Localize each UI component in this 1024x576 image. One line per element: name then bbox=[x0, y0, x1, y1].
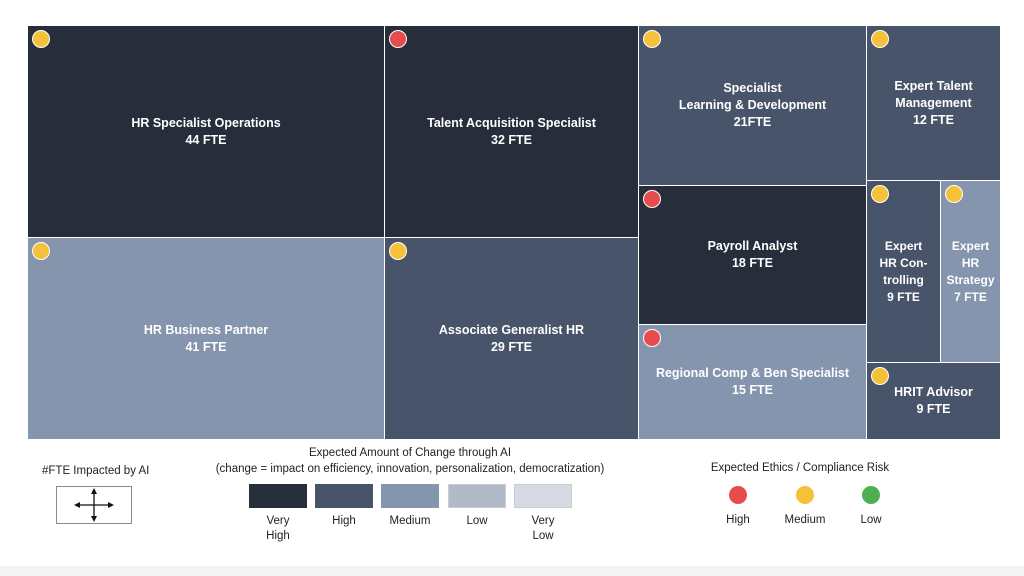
risk-indicator-dot bbox=[643, 190, 661, 208]
move-arrows-icon bbox=[74, 488, 114, 522]
tile-label: Talent Acquisition Specialist 32 FTE bbox=[427, 115, 596, 147]
risk-legend-label: Low bbox=[860, 514, 882, 526]
fte-legend: #FTE Impacted by AI bbox=[42, 465, 152, 524]
tile-label: Regional Comp & Ben Specialist 15 FTE bbox=[655, 366, 850, 397]
risk-indicator-dot bbox=[871, 185, 889, 203]
change-swatch-label: High bbox=[332, 515, 356, 527]
treemap-tile: Regional Comp & Ben Specialist 15 FTE bbox=[639, 325, 867, 440]
treemap-tile: Expert Talent Management 12 FTE bbox=[867, 26, 1001, 181]
risk-legend-dot bbox=[729, 486, 747, 504]
risk-legend-label: Medium bbox=[784, 514, 826, 526]
risk-legend-dot bbox=[862, 486, 880, 504]
risk-indicator-dot bbox=[32, 30, 50, 48]
tile-label: Associate Generalist HR 29 FTE bbox=[438, 322, 585, 354]
tile-label: Expert HR Con- trolling 9 FTE bbox=[879, 238, 928, 304]
tile-label: Specialist Learning & Development 21FTE bbox=[678, 81, 827, 129]
risk-indicator-dot bbox=[871, 30, 889, 48]
treemap-tile: Expert HR Con- trolling 9 FTE bbox=[867, 181, 941, 363]
change-swatch bbox=[448, 484, 506, 508]
treemap-chart: HR Specialist Operations 44 FTE Talent Ac… bbox=[28, 26, 1001, 440]
change-swatch-label: Very High bbox=[266, 515, 290, 542]
risk-legend-label: High bbox=[726, 514, 750, 526]
change-swatch-label: Very Low bbox=[531, 515, 555, 542]
treemap-tile: Payroll Analyst 18 FTE bbox=[639, 186, 867, 325]
change-legend-subtitle: (change = impact on efficiency, innovati… bbox=[215, 463, 605, 475]
treemap-tile: HR Specialist Operations 44 FTE bbox=[28, 26, 385, 238]
treemap-tile: HRIT Advisor 9 FTE bbox=[867, 363, 1001, 440]
risk-indicator-dot bbox=[871, 367, 889, 385]
change-swatch bbox=[514, 484, 572, 508]
treemap-tile: Expert HR Strategy 7 FTE bbox=[941, 181, 1001, 363]
risk-indicator-dot bbox=[389, 242, 407, 260]
risk-legend-dot bbox=[796, 486, 814, 504]
fte-legend-title: #FTE Impacted by AI bbox=[42, 465, 150, 477]
tile-label: HR Business Partner 41 FTE bbox=[143, 322, 269, 354]
treemap-tile: Talent Acquisition Specialist 32 FTE bbox=[385, 26, 639, 238]
tile-label: Payroll Analyst 18 FTE bbox=[707, 239, 798, 270]
treemap-tile: Specialist Learning & Development 21FTE bbox=[639, 26, 867, 186]
treemap-tile: HR Business Partner 41 FTE bbox=[28, 238, 385, 440]
risk-indicator-dot bbox=[32, 242, 50, 260]
change-swatch-label: Low bbox=[466, 515, 488, 527]
change-swatch bbox=[381, 484, 439, 508]
bottom-strip bbox=[0, 566, 1024, 576]
change-legend-title: Expected Amount of Change through AI bbox=[308, 447, 512, 459]
tile-label: HRIT Advisor 9 FTE bbox=[894, 385, 973, 416]
tile-label: HR Specialist Operations 44 FTE bbox=[131, 115, 281, 147]
change-swatch-label: Medium bbox=[389, 515, 431, 527]
risk-indicator-dot bbox=[643, 30, 661, 48]
risk-legend-title: Expected Ethics / Compliance Risk bbox=[710, 462, 890, 474]
change-swatch bbox=[315, 484, 373, 508]
risk-indicator-dot bbox=[643, 329, 661, 347]
treemap-tile: Associate Generalist HR 29 FTE bbox=[385, 238, 639, 440]
tile-label: Expert Talent Management 12 FTE bbox=[894, 78, 973, 127]
risk-indicator-dot bbox=[945, 185, 963, 203]
fte-legend-box bbox=[56, 486, 132, 524]
change-swatch bbox=[249, 484, 307, 508]
tile-label: Expert HR Strategy 7 FTE bbox=[946, 238, 995, 304]
risk-indicator-dot bbox=[389, 30, 407, 48]
